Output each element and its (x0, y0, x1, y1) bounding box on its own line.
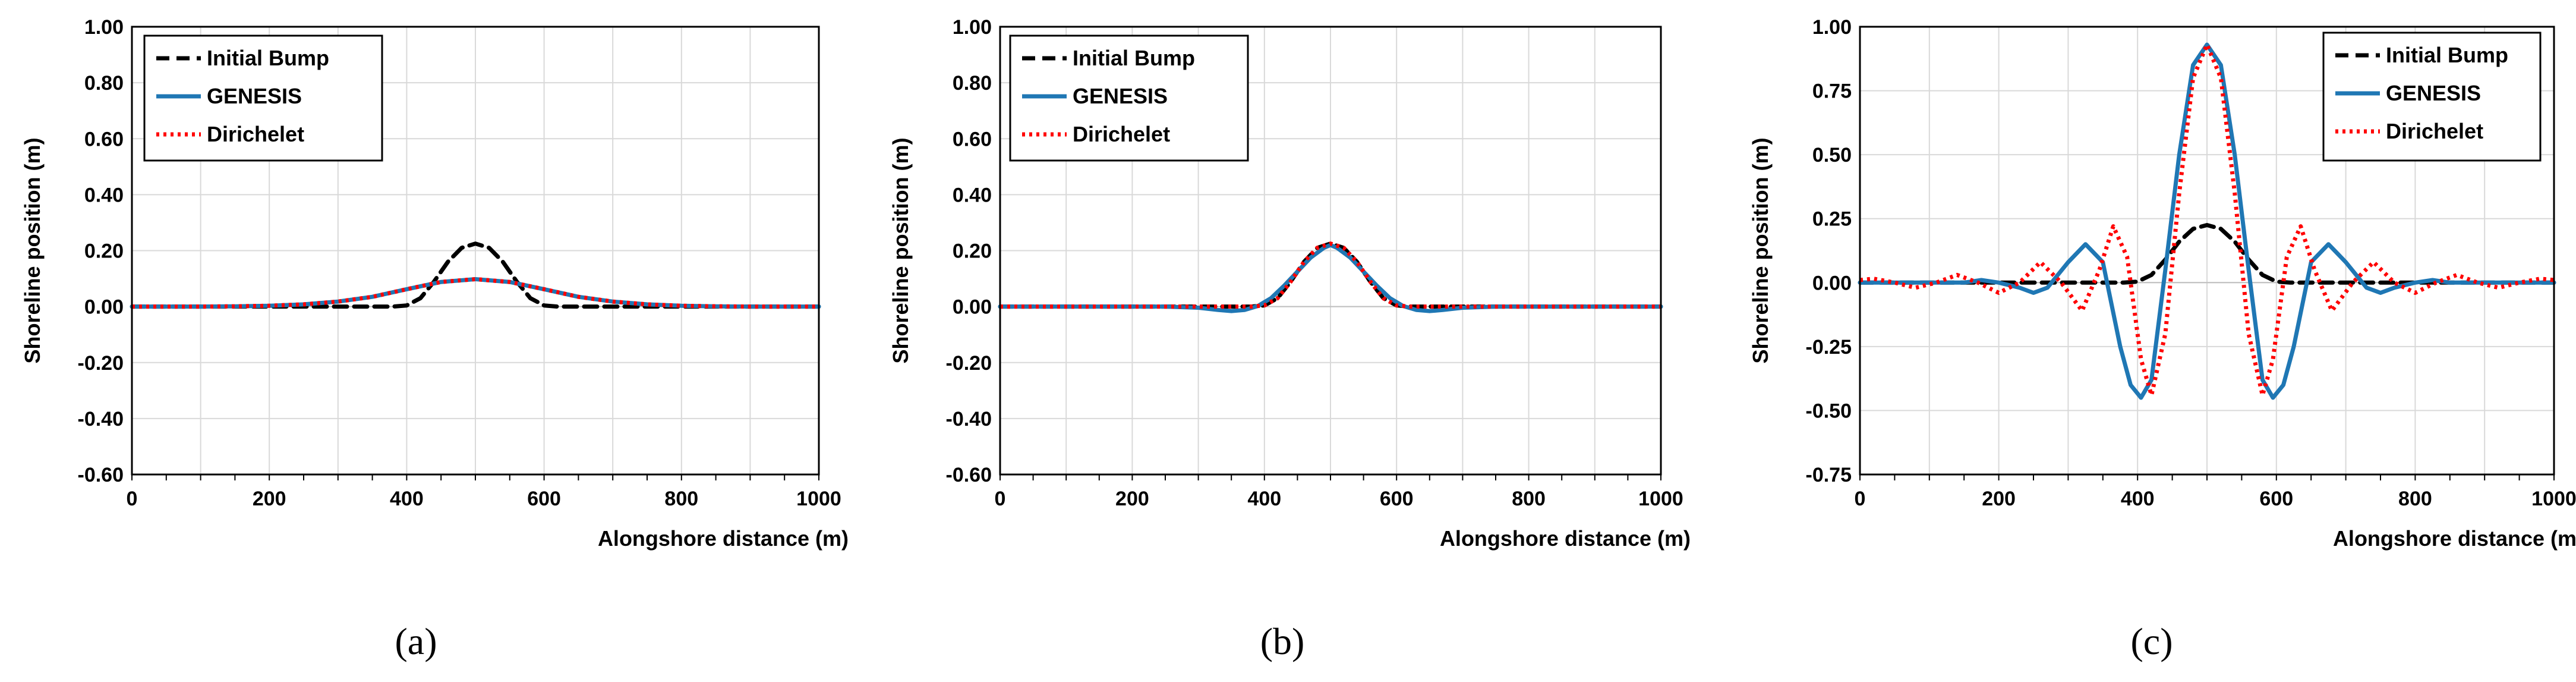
y-tick-label: 0.80 (953, 72, 992, 95)
y-tick-label: 0.00 (953, 296, 992, 319)
x-axis-label: Alongshore distance (m) (1440, 526, 1691, 551)
y-tick-label: -0.25 (1806, 336, 1852, 359)
y-tick-label: 0.20 (84, 240, 124, 263)
x-tick-label: 600 (2259, 488, 2293, 510)
y-tick-label: 0.60 (953, 128, 992, 150)
legend-label: Dirichelet (1073, 122, 1170, 146)
y-tick-label: -0.40 (946, 408, 992, 430)
x-tick-label: 200 (253, 488, 286, 510)
y-tick-label: 0.50 (1812, 144, 1852, 166)
panel-label: (b) (1260, 620, 1305, 662)
series-line-genesis (1858, 42, 2556, 400)
x-tick-label: 400 (1247, 488, 1281, 510)
y-tick-label: -0.20 (78, 352, 124, 375)
plot-frame (999, 26, 1662, 476)
legend: Initial Bump GENESIS Dirichelet (1009, 34, 1249, 162)
x-axis-label: Alongshore distance (m) (598, 526, 849, 551)
legend-label: GENESIS (1073, 84, 1168, 108)
chart-panel-c: -0.75 -0.50 -0.25 0.00 0.25 0.50 0.75 1.00 0 200 4… (1748, 16, 2576, 662)
legend-label: Initial Bump (1073, 46, 1195, 70)
x-tick-label: 400 (2121, 488, 2155, 510)
y-axis-label: Shoreline position (m) (20, 137, 45, 363)
legend-label: GENESIS (2386, 81, 2481, 105)
x-tick-label: 1000 (1638, 488, 1683, 510)
x-tick-label: 1000 (2531, 488, 2576, 510)
series-line-initial-bump (1858, 223, 2556, 285)
y-tick-label: 0.40 (953, 184, 992, 206)
legend-label: GENESIS (207, 84, 302, 108)
legend-label: Dirichelet (207, 122, 304, 146)
y-tick-label: 0.40 (84, 184, 124, 206)
series-line-dirichelet (1859, 42, 2555, 398)
y-tick-label: -0.50 (1806, 400, 1852, 422)
chart-panel-a: -0.60 -0.40 -0.20 0.00 0.20 0.40 0.60 0.80 1.00 0… (20, 16, 849, 662)
legend-label: Initial Bump (207, 46, 329, 70)
x-tick-label: 400 (390, 488, 424, 510)
y-tick-label: 1.00 (84, 16, 124, 39)
y-tick-label: -0.60 (946, 464, 992, 486)
chart-panel-b: -0.60 -0.40 -0.20 0.00 0.20 0.40 0.60 0.80 1.00 0… (888, 16, 1691, 662)
series-line-dirichelet (1000, 241, 1661, 309)
x-axis-label: Alongshore distance (m) (2333, 526, 2576, 551)
y-tick-label: 1.00 (953, 16, 992, 39)
y-tick-label: 0.00 (1812, 272, 1852, 294)
x-tick-label: 800 (2398, 488, 2432, 510)
x-tick-label: 800 (664, 488, 698, 510)
series-line-initial-bump (130, 241, 821, 309)
x-tick-label: 1000 (796, 488, 841, 510)
y-tick-label: -0.75 (1806, 464, 1852, 486)
y-tick-label: 1.00 (1812, 16, 1852, 39)
plot-frame (1859, 26, 2555, 476)
plot-frame (131, 26, 820, 476)
y-tick-label: -0.40 (78, 408, 124, 430)
legend: Initial Bump GENESIS Dirichelet (143, 34, 383, 162)
x-tick-label: 0 (1855, 488, 1866, 510)
x-tick-label: 600 (527, 488, 561, 510)
x-tick-label: 200 (1982, 488, 2016, 510)
x-tick-label: 600 (1380, 488, 1414, 510)
y-tick-label: -0.60 (78, 464, 124, 486)
y-axis-label: Shoreline position (m) (1748, 137, 1773, 363)
y-axis-label: Shoreline position (m) (888, 137, 913, 363)
y-tick-label: 0.60 (84, 128, 124, 150)
y-tick-label: 0.00 (84, 296, 124, 319)
y-tick-label: 0.25 (1812, 208, 1852, 231)
x-tick-label: 200 (1115, 488, 1149, 510)
y-tick-label: 0.75 (1812, 80, 1852, 103)
legend-label: Dirichelet (2386, 119, 2483, 143)
series-line-dirichelet (132, 277, 819, 309)
panel-label: (a) (395, 620, 437, 662)
y-tick-label: 0.80 (84, 72, 124, 95)
y-tick-label: 0.20 (953, 240, 992, 263)
y-tick-label: -0.20 (946, 352, 992, 375)
x-tick-label: 0 (995, 488, 1006, 510)
legend: Initial Bump GENESIS Dirichelet (2322, 32, 2542, 162)
legend-label: Initial Bump (2386, 43, 2508, 67)
x-tick-label: 0 (127, 488, 138, 510)
panel-label: (c) (2130, 620, 2173, 662)
x-tick-label: 800 (1512, 488, 1546, 510)
